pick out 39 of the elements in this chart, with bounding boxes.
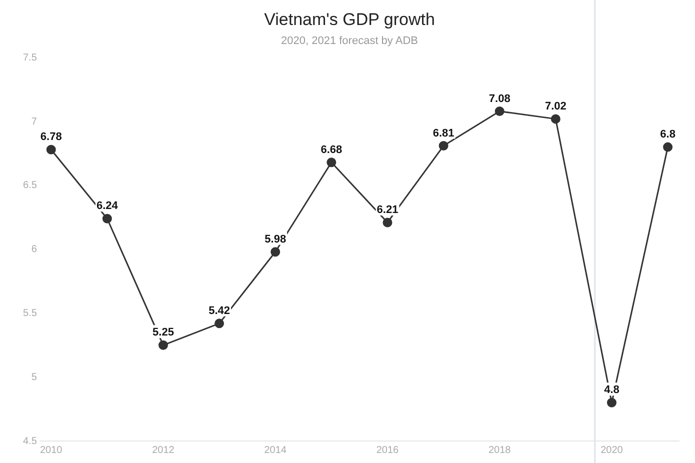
x-tick-label: 2012 <box>152 444 175 456</box>
x-tick-label: 2016 <box>376 444 400 456</box>
point <box>438 141 448 151</box>
data-label: 6.21 <box>376 204 398 216</box>
y-tick-label: 5.5 <box>22 308 38 319</box>
point <box>606 398 616 408</box>
point <box>326 158 336 168</box>
chart-title: Vietnam's GDP growth <box>264 10 435 29</box>
data-label: 5.42 <box>208 304 230 317</box>
y-tick-label: 7.5 <box>22 52 38 64</box>
y-tick-label: 4.5 <box>22 436 38 447</box>
data-label: 5.25 <box>152 326 174 339</box>
point <box>663 142 673 152</box>
data-label: 6.81 <box>432 127 454 140</box>
data-label: 5.98 <box>264 233 286 246</box>
data-label: 7.08 <box>488 92 510 105</box>
point <box>102 214 112 224</box>
y-tick-label: 5 <box>31 372 38 383</box>
point <box>270 247 280 257</box>
point <box>494 106 504 116</box>
data-label: 4.8 <box>604 384 620 396</box>
x-tick-label: 2020 <box>600 444 624 456</box>
point <box>214 318 224 328</box>
data-label: 6.68 <box>320 144 342 156</box>
x-tick-label: 2014 <box>264 444 287 456</box>
data-label: 7.02 <box>544 100 566 112</box>
point <box>46 144 56 154</box>
point <box>158 340 168 350</box>
y-tick-label: 7 <box>31 116 38 128</box>
x-tick-label: 2018 <box>488 444 512 456</box>
data-label: 6.24 <box>96 200 119 212</box>
data-label: 6.78 <box>40 131 62 144</box>
y-tick-label: 6 <box>31 244 38 256</box>
chart-subtitle: 2020, 2021 forecast by ADB <box>281 35 418 48</box>
data-label: 6.8 <box>660 128 676 141</box>
point <box>550 114 560 124</box>
point <box>382 218 392 228</box>
x-tick-label: 2010 <box>40 444 63 456</box>
y-tick-label: 6.5 <box>22 180 38 192</box>
